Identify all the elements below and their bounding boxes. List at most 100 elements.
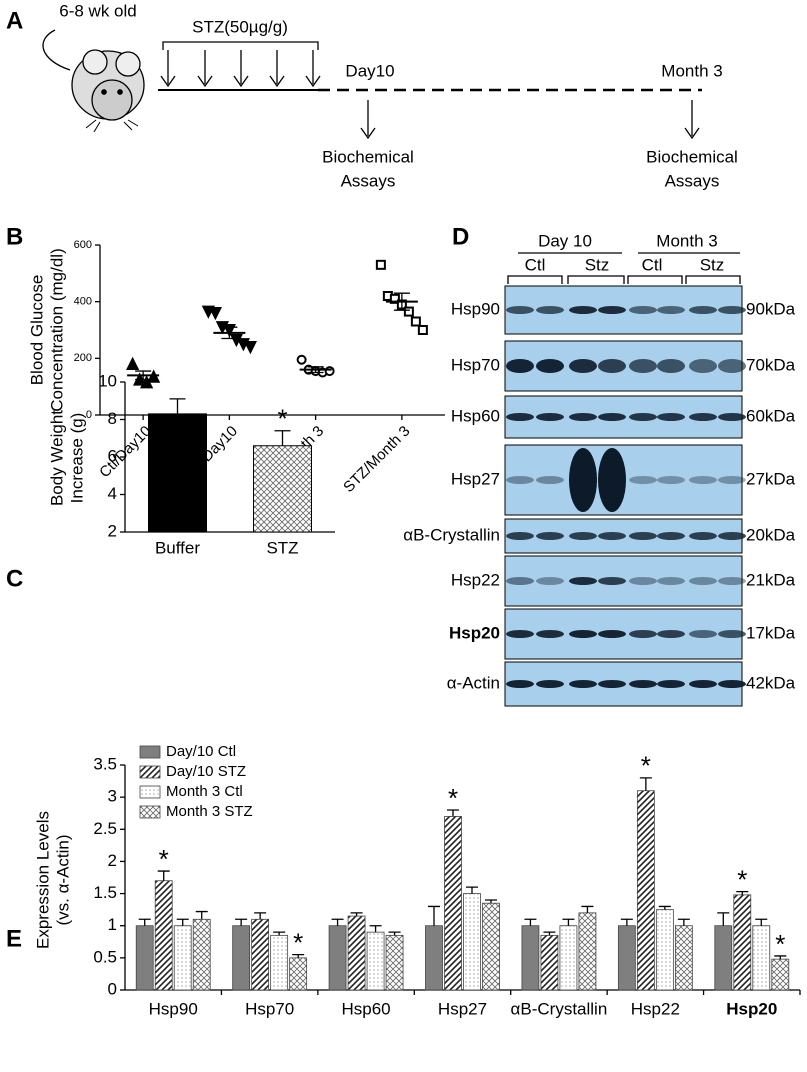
error-bar xyxy=(466,886,478,894)
bar xyxy=(347,915,366,991)
blot-band xyxy=(506,680,534,688)
x-tick-label: Hsp90 xyxy=(149,999,198,1018)
panel-label: B xyxy=(6,223,23,250)
legend-label: Day/10 STZ xyxy=(166,763,246,780)
y-tick-label: 600 xyxy=(74,239,92,251)
blot-band xyxy=(718,413,746,421)
bar xyxy=(578,912,597,991)
y-axis-label: (vs. α-Actin) xyxy=(53,834,72,925)
y-tick-label: 3.5 xyxy=(93,754,117,773)
blot-band xyxy=(629,630,657,638)
protein-label: Hsp20 xyxy=(449,623,500,642)
size-label: 21kDa xyxy=(746,570,796,589)
panel-label: C xyxy=(6,565,23,592)
bar xyxy=(752,925,771,991)
y-tick-label: 400 xyxy=(74,296,92,308)
size-label: 20kDa xyxy=(746,525,796,544)
bar xyxy=(192,918,211,991)
bar xyxy=(154,880,173,991)
point xyxy=(324,366,335,377)
blot-band xyxy=(689,359,717,373)
mouse-icon xyxy=(42,29,145,133)
error-bar xyxy=(755,918,768,926)
point xyxy=(296,354,307,365)
error-bar xyxy=(350,912,363,917)
bar xyxy=(270,934,289,991)
error-bar xyxy=(447,809,459,817)
blot-band xyxy=(569,413,597,421)
blot-band xyxy=(718,577,746,585)
error-bar xyxy=(581,905,594,913)
bar xyxy=(559,925,578,991)
blot-band xyxy=(657,306,685,314)
assay-label: Biochemical xyxy=(322,147,414,166)
error-bar xyxy=(562,918,575,926)
error-bar xyxy=(524,918,537,926)
bar xyxy=(521,925,540,991)
size-label: 90kDa xyxy=(746,299,796,318)
blot-band xyxy=(598,532,626,540)
error-bar xyxy=(195,910,208,920)
assay-label: Assays xyxy=(341,171,396,190)
blot-band xyxy=(598,413,626,421)
blot-band xyxy=(718,306,746,314)
blot-brackets xyxy=(507,275,741,284)
bar xyxy=(173,925,192,991)
protein-label: αB-Crystallin xyxy=(403,525,500,544)
x-tick-label: αB-Crystallin xyxy=(511,999,608,1018)
bar xyxy=(135,925,154,991)
significance: * xyxy=(775,929,785,959)
blot-band xyxy=(536,306,564,314)
bar xyxy=(771,958,790,991)
error-bar xyxy=(428,905,440,926)
significance: * xyxy=(277,404,287,434)
significance: * xyxy=(159,844,169,874)
error-bar xyxy=(658,905,671,910)
point xyxy=(375,259,386,270)
blot-band xyxy=(569,577,597,585)
assay-label: Biochemical xyxy=(646,147,738,166)
y-tick-label: 0 xyxy=(108,979,117,998)
bar xyxy=(253,445,312,533)
point xyxy=(147,369,161,383)
bar xyxy=(232,925,251,991)
y-tick-label: 8 xyxy=(108,409,117,428)
y-tick-label: 10 xyxy=(98,371,117,390)
error-bar xyxy=(331,918,344,926)
blot-band xyxy=(569,306,597,314)
blot-band xyxy=(598,630,626,638)
blot-group: Ctl xyxy=(642,255,663,274)
y-axis-label: Concentration (mg/dl) xyxy=(47,248,66,411)
blot-band xyxy=(536,680,564,688)
error-bar xyxy=(292,953,305,958)
legend-label: Day/10 Ctl xyxy=(166,743,236,760)
bar xyxy=(540,934,559,991)
blot-band xyxy=(629,476,657,484)
y-tick-label: 0 xyxy=(86,409,92,421)
y-axis-label: Body Weight xyxy=(47,410,66,506)
error-bar xyxy=(485,899,497,904)
point xyxy=(208,307,222,321)
assay-label: Assays xyxy=(665,171,720,190)
blot-band xyxy=(506,359,534,373)
blot-band xyxy=(506,306,534,314)
error-bar xyxy=(620,918,633,926)
blot-band xyxy=(657,630,685,638)
bar xyxy=(655,909,674,991)
error-bar xyxy=(774,955,787,960)
assay-arrow xyxy=(684,100,700,140)
bar xyxy=(714,925,733,991)
blot-band xyxy=(506,476,534,484)
y-tick-label: 2 xyxy=(108,851,117,870)
y-tick-label: 6 xyxy=(108,446,117,465)
protein-label: Hsp70 xyxy=(451,355,500,374)
blot-band xyxy=(536,532,564,540)
x-tick-label: Hsp70 xyxy=(245,999,294,1018)
blot-band xyxy=(506,630,534,638)
error-bar xyxy=(135,370,152,381)
error-bar xyxy=(307,366,324,374)
blot-band xyxy=(598,680,626,688)
legend-label: Month 3 STZ xyxy=(166,803,253,820)
significance: * xyxy=(293,928,303,958)
error-bar xyxy=(176,918,189,926)
